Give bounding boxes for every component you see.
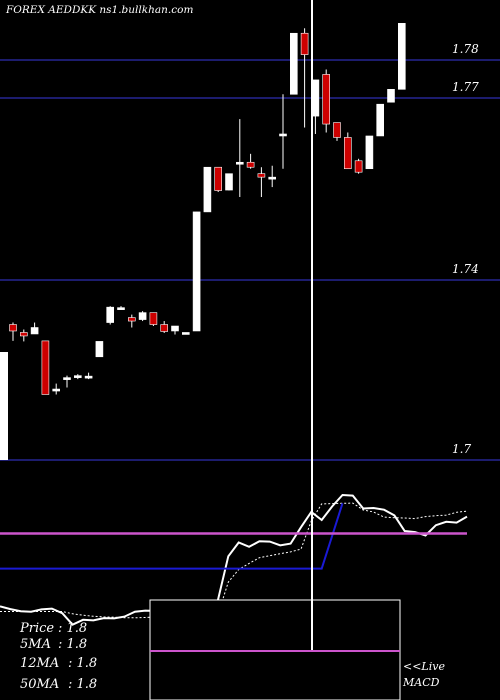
level-label-1: 1.78: [452, 42, 479, 56]
candle-body-up: [30, 327, 39, 335]
candle: [279, 94, 287, 169]
candle: [322, 69, 331, 133]
candle: [95, 341, 104, 358]
candle: [9, 322, 17, 341]
candle-body-up: [203, 166, 212, 213]
candle: [365, 135, 374, 170]
candle: [117, 306, 125, 310]
candle-body-up: [225, 173, 233, 191]
candlestick-series: [0, 23, 406, 460]
candle: [203, 166, 212, 213]
candle-body-up: [74, 375, 82, 378]
candle: [63, 375, 71, 388]
candle: [225, 173, 233, 191]
price-level-lines: [0, 59, 500, 461]
macd-label: MACD: [402, 676, 440, 689]
candle: [138, 311, 147, 322]
candle-body-up: [236, 161, 244, 165]
macd-series-signal: [0, 502, 468, 619]
candle-body-up: [117, 307, 125, 310]
candle: [214, 166, 222, 193]
candle-body-up: [376, 103, 385, 137]
price-value: : 1.8: [58, 621, 87, 636]
candle: [160, 321, 168, 333]
candle-body-down: [9, 324, 17, 332]
ma12-label: 12MA: [20, 656, 59, 671]
candle: [387, 89, 395, 103]
candle-body-up: [279, 133, 287, 137]
candle-body-down: [354, 160, 363, 173]
ma5-value: : 1.8: [58, 637, 87, 652]
candle-body-up: [84, 375, 93, 379]
candle-body-up: [52, 388, 61, 392]
candle: [246, 153, 255, 169]
candle-body-up: [138, 312, 147, 320]
live-label[interactable]: <<Live: [403, 660, 445, 673]
candle: [289, 32, 298, 95]
candle-body-down: [322, 74, 331, 125]
candle: [268, 165, 277, 188]
candle-body-up: [106, 306, 114, 323]
candle: [128, 314, 136, 328]
candle-body-down: [257, 173, 266, 178]
candle: [52, 383, 61, 395]
candle-body-down: [300, 32, 309, 55]
candle-body-up: [192, 211, 201, 332]
candle: [41, 340, 50, 395]
ma50-value: : 1.8: [68, 677, 97, 692]
candle-body-down: [246, 161, 255, 168]
candle-body-down: [343, 137, 352, 170]
candle: [19, 329, 28, 342]
ma12-value: : 1.8: [68, 656, 97, 671]
ma50-label: 50MA: [20, 677, 59, 692]
candle-body-down: [149, 312, 158, 325]
candle-body-down: [128, 317, 136, 322]
candle: [354, 158, 363, 174]
level-label-4: 1.7: [452, 442, 471, 456]
candle: [343, 132, 352, 170]
candle-body-down: [41, 340, 50, 395]
price-label: Price: [19, 621, 54, 636]
macd-series-macd: [0, 493, 468, 626]
candle: [236, 119, 244, 198]
candle: [300, 28, 309, 128]
candle-body-up: [63, 377, 71, 380]
candle: [182, 332, 190, 335]
candle: [149, 312, 158, 327]
candle: [84, 372, 93, 380]
candle: [397, 23, 406, 90]
candle: [74, 374, 82, 380]
chart-title: FOREX AEDDKK ns1.bullkhan.com: [5, 4, 193, 16]
candle-body-up: [268, 176, 277, 180]
candle-body-up: [171, 325, 179, 332]
candle: [106, 306, 114, 325]
candle: [257, 167, 266, 198]
candle-body-down: [19, 332, 28, 337]
candle-body-down: [333, 122, 341, 138]
level-label-3: 1.74: [452, 262, 479, 276]
candle-body-up: [397, 23, 406, 90]
ma5-label: 5MA: [20, 637, 51, 652]
candle-body-down: [214, 166, 222, 191]
candle: [333, 122, 341, 141]
candle: [30, 322, 39, 335]
macd-reference-line-2: [0, 502, 344, 570]
candle-body-up: [0, 352, 8, 460]
candle: [171, 325, 179, 335]
candle-body-up: [365, 135, 374, 170]
macd-panel: [0, 493, 468, 626]
level-label-2: 1.77: [452, 80, 479, 94]
candle-body-up: [182, 332, 190, 335]
candle: [376, 103, 385, 137]
candle-body-up: [387, 89, 395, 103]
candle-body-up: [289, 32, 298, 95]
candle-body-up: [95, 341, 104, 358]
candle: [192, 211, 201, 332]
candle-body-down: [160, 324, 168, 332]
